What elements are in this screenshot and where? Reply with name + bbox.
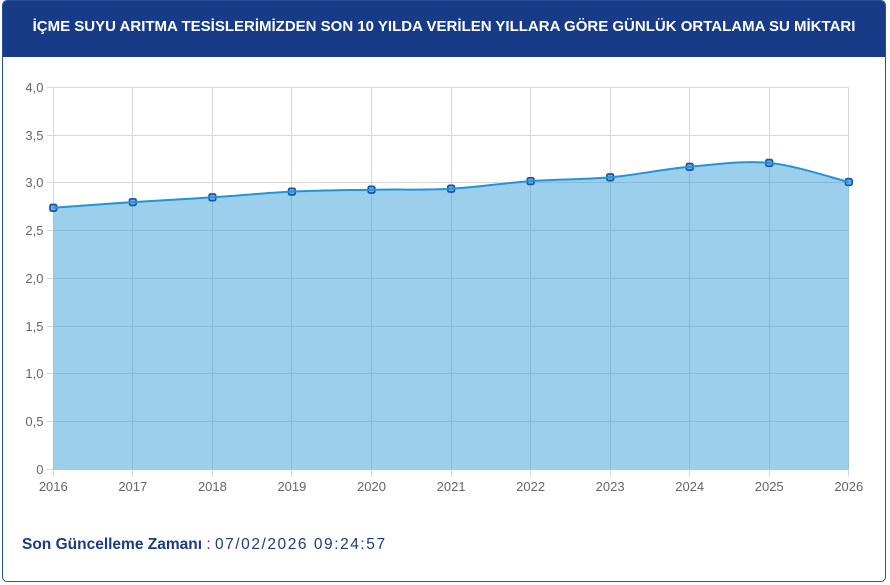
svg-text:2018: 2018 [198,479,227,494]
svg-text:1,0: 1,0 [25,366,43,381]
svg-text:2025: 2025 [755,479,784,494]
svg-text:2020: 2020 [357,479,386,494]
svg-text:2,5: 2,5 [25,223,43,238]
svg-text:3,5: 3,5 [25,128,43,143]
svg-text:2016: 2016 [39,479,68,494]
svg-text:2017: 2017 [118,479,147,494]
svg-text:4,0: 4,0 [25,80,43,95]
svg-text:2019: 2019 [277,479,306,494]
svg-text:1,5: 1,5 [25,319,43,334]
svg-text:0: 0 [36,462,43,477]
svg-text:2022: 2022 [516,479,545,494]
svg-text:2021: 2021 [437,479,466,494]
svg-text:2,0: 2,0 [25,271,43,286]
svg-text:2026: 2026 [834,479,863,494]
svg-text:0,5: 0,5 [25,414,43,429]
svg-text:3,0: 3,0 [25,175,43,190]
svg-text:2024: 2024 [675,479,704,494]
svg-text:2023: 2023 [596,479,625,494]
